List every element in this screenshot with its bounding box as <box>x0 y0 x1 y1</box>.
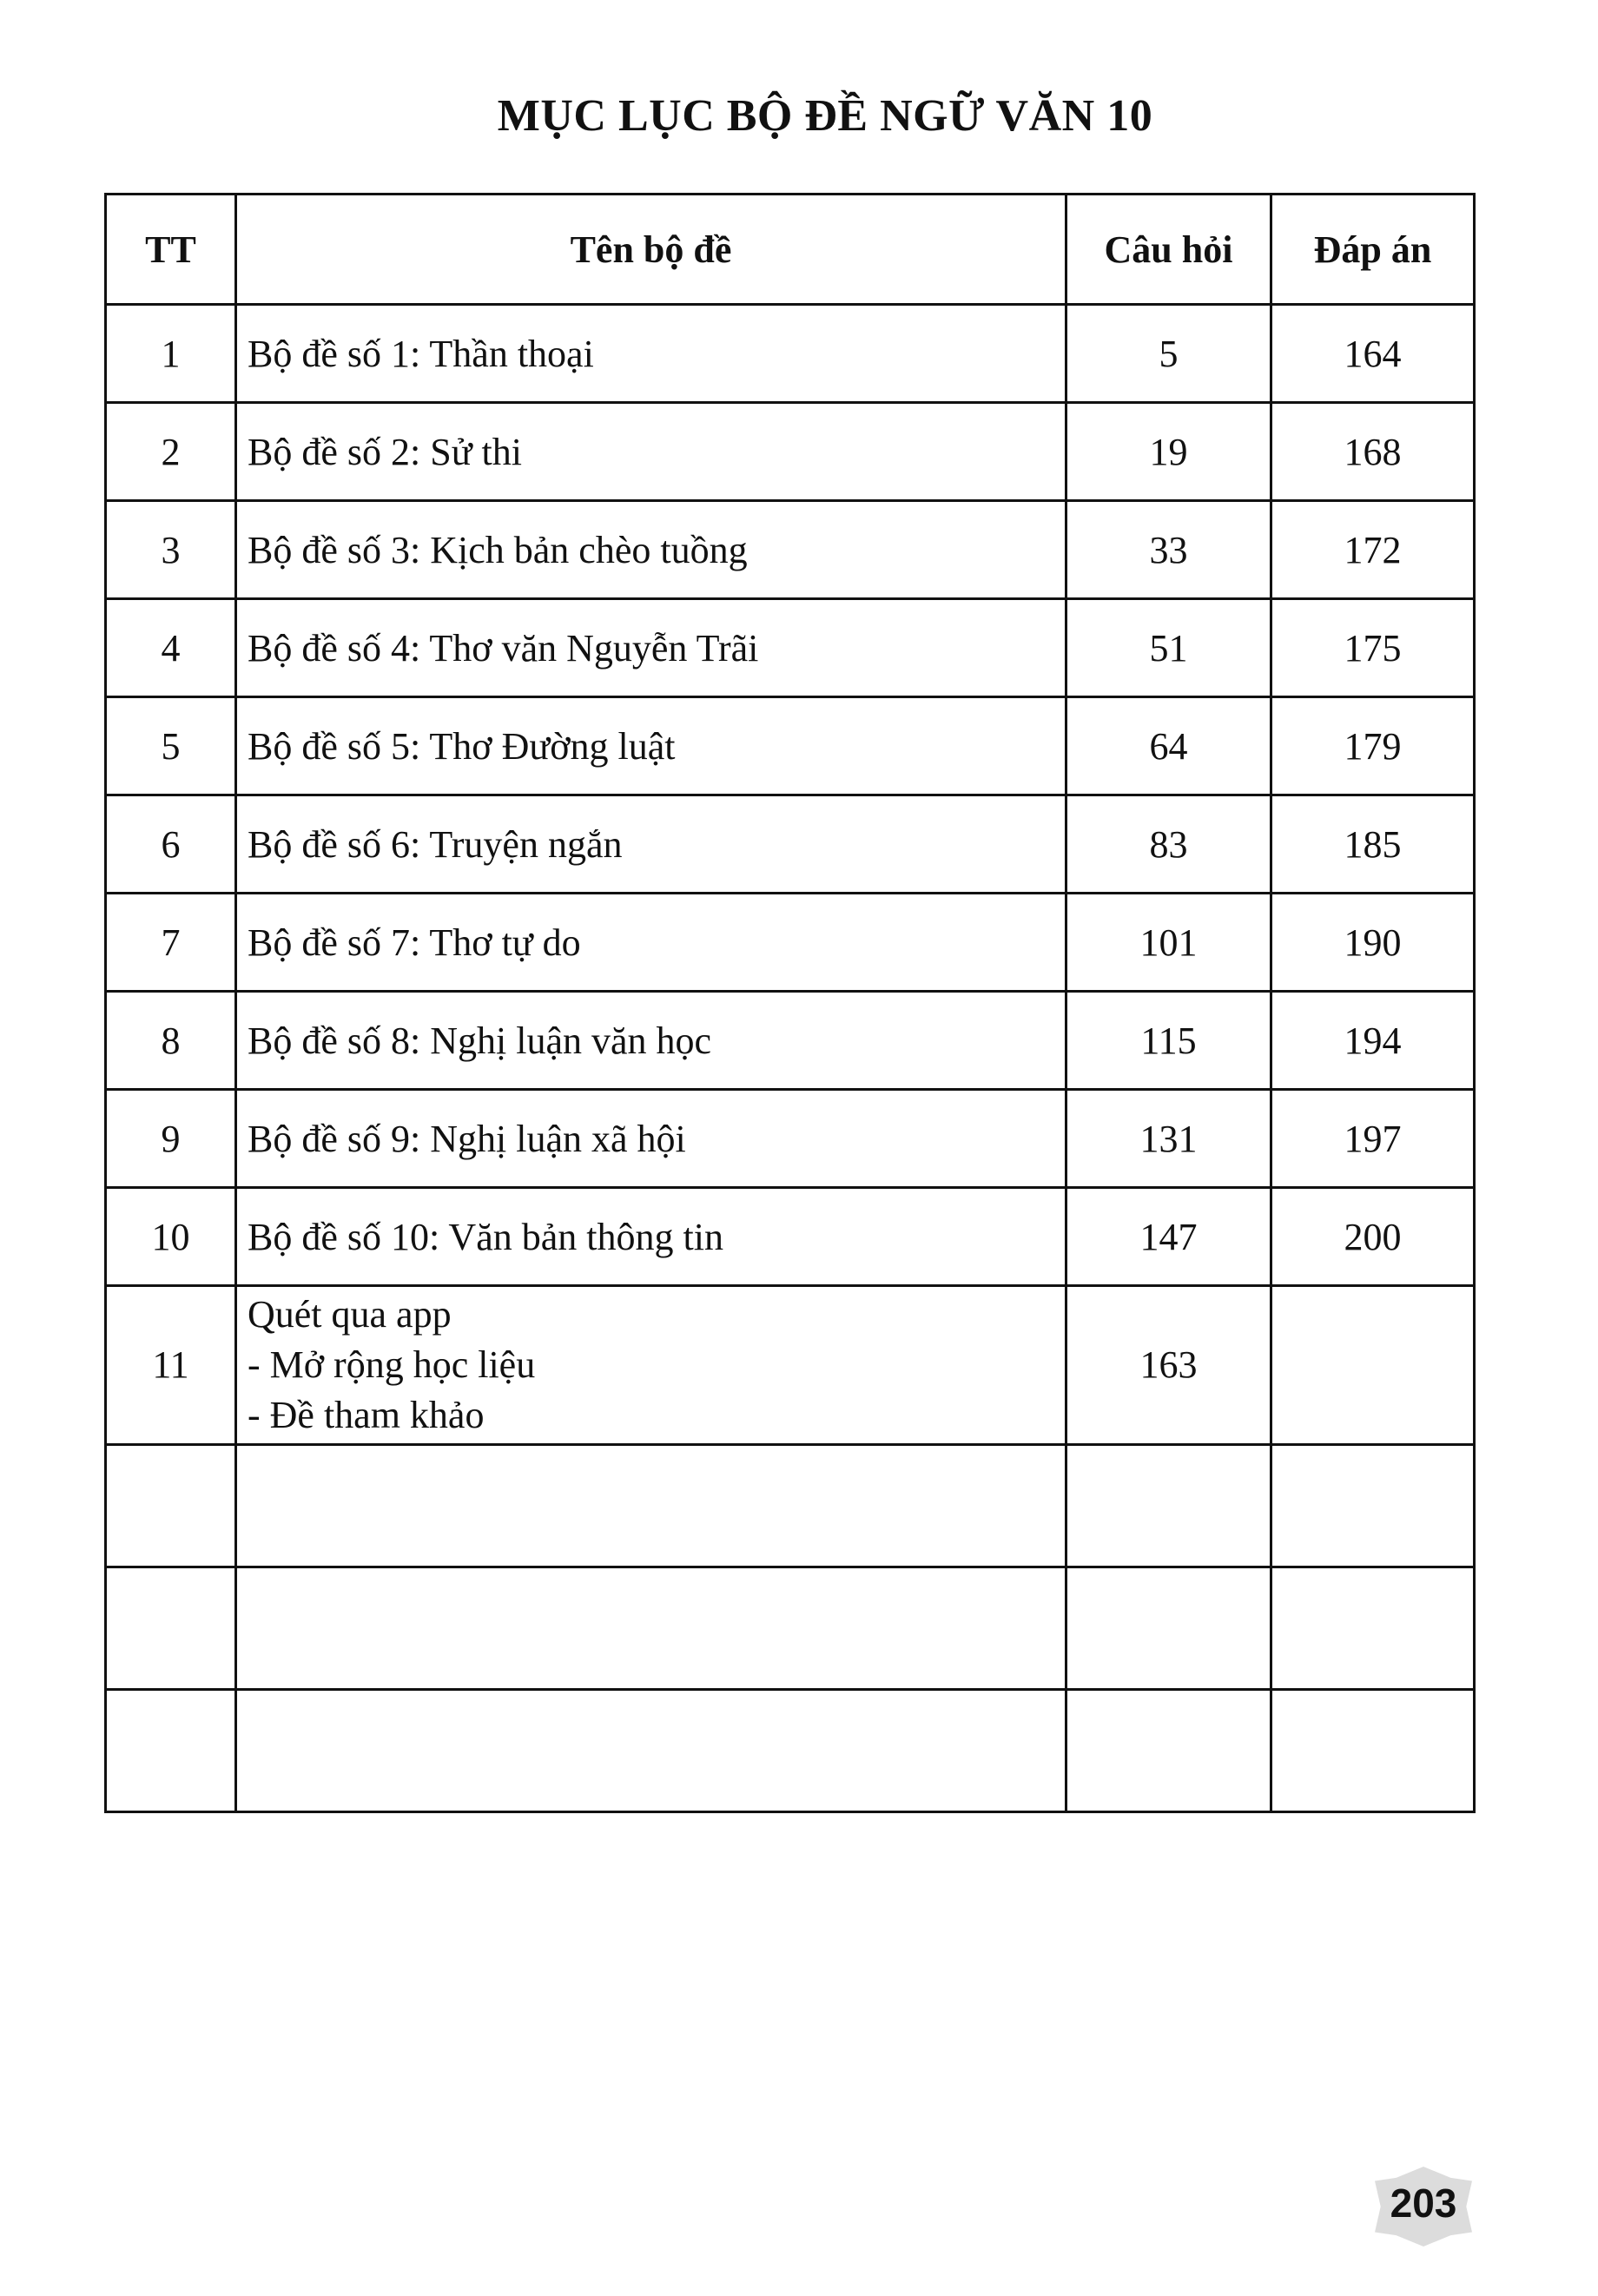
table-row: 1 Bộ đề số 1: Thần thoại 5 164 <box>104 303 1476 404</box>
cell-questions: 64 <box>1065 696 1272 796</box>
table-row: 7 Bộ đề số 7: Thơ tự do 101 190 <box>104 892 1476 993</box>
cell-questions: 5 <box>1065 303 1272 404</box>
cell-answers: 197 <box>1270 1088 1476 1189</box>
cell-questions: 19 <box>1065 401 1272 502</box>
table-row: 3 Bộ đề số 3: Kịch bản chèo tuồng 33 172 <box>104 499 1476 600</box>
cell-answers: 179 <box>1270 696 1476 796</box>
cell-answers: 194 <box>1270 990 1476 1091</box>
cell-name: Bộ đề số 2: Sử thi <box>234 401 1067 502</box>
table-row: 4 Bộ đề số 4: Thơ văn Nguyễn Trãi 51 175 <box>104 597 1476 698</box>
cell-tt: 5 <box>104 696 237 796</box>
cell-questions: 101 <box>1065 892 1272 993</box>
cell-questions: 163 <box>1065 1284 1272 1446</box>
cell-tt: 7 <box>104 892 237 993</box>
header-name: Tên bộ đề <box>234 193 1067 306</box>
cell-questions: 83 <box>1065 794 1272 894</box>
table-row: 6 Bộ đề số 6: Truyện ngắn 83 185 <box>104 794 1476 894</box>
table-row: 11 Quét qua app - Mở rộng học liệu - Đề … <box>104 1284 1476 1446</box>
table-row: 5 Bộ đề số 5: Thơ Đường luật 64 179 <box>104 696 1476 796</box>
cell-questions: 51 <box>1065 597 1272 698</box>
cell-answers: 168 <box>1270 401 1476 502</box>
cell-tt: 2 <box>104 401 237 502</box>
empty-row <box>104 1688 1476 1813</box>
cell-answers <box>1270 1284 1476 1446</box>
cell-questions: 115 <box>1065 990 1272 1091</box>
table-row: 10 Bộ đề số 10: Văn bản thông tin 147 200 <box>104 1186 1476 1287</box>
name-line: - Đề tham khảo <box>248 1394 485 1436</box>
cell-questions: 147 <box>1065 1186 1272 1287</box>
empty-row <box>104 1566 1476 1691</box>
name-line: - Mở rộng học liệu <box>248 1343 536 1386</box>
cell-name: Bộ đề số 8: Nghị luận văn học <box>234 990 1067 1091</box>
cell-tt: 6 <box>104 794 237 894</box>
cell-tt: 1 <box>104 303 237 404</box>
cell-tt: 11 <box>104 1284 237 1446</box>
cell-name: Bộ đề số 1: Thần thoại <box>234 303 1067 404</box>
page-number: 203 <box>1390 2181 1457 2226</box>
cell-answers: 175 <box>1270 597 1476 698</box>
cell-name: Bộ đề số 6: Truyện ngắn <box>234 794 1067 894</box>
contents-table: TT Tên bộ đề Câu hỏi Đáp án 1 Bộ đề số 1:… <box>104 193 1476 1813</box>
cell-name: Quét qua app - Mở rộng học liệu - Đề tha… <box>234 1284 1067 1446</box>
header-questions: Câu hỏi <box>1065 193 1272 306</box>
table-row: 2 Bộ đề số 2: Sử thi 19 168 <box>104 401 1476 502</box>
cell-tt: 3 <box>104 499 237 600</box>
page-number-badge <box>1375 2167 1472 2247</box>
cell-name: Bộ đề số 3: Kịch bản chèo tuồng <box>234 499 1067 600</box>
cell-tt: 9 <box>104 1088 237 1189</box>
cell-name: Bộ đề số 9: Nghị luận xã hội <box>234 1088 1067 1189</box>
cell-name: Bộ đề số 7: Thơ tự do <box>234 892 1067 993</box>
name-line: Quét qua app <box>248 1293 452 1336</box>
cell-questions: 33 <box>1065 499 1272 600</box>
cell-tt: 8 <box>104 990 237 1091</box>
header-answers: Đáp án <box>1270 193 1476 306</box>
table-header: TT Tên bộ đề Câu hỏi Đáp án <box>104 193 1476 306</box>
cell-questions: 131 <box>1065 1088 1272 1189</box>
cell-answers: 200 <box>1270 1186 1476 1287</box>
cell-tt: 4 <box>104 597 237 698</box>
empty-row <box>104 1443 1476 1568</box>
cell-answers: 172 <box>1270 499 1476 600</box>
cell-name: Bộ đề số 4: Thơ văn Nguyễn Trãi <box>234 597 1067 698</box>
cell-name: Bộ đề số 10: Văn bản thông tin <box>234 1186 1067 1287</box>
cell-answers: 190 <box>1270 892 1476 993</box>
cell-answers: 185 <box>1270 794 1476 894</box>
cell-name: Bộ đề số 5: Thơ Đường luật <box>234 696 1067 796</box>
page-title: MỤC LỤC BỘ ĐỀ NGỮ VĂN 10 <box>497 91 1153 141</box>
table-row: 8 Bộ đề số 8: Nghị luận văn học 115 194 <box>104 990 1476 1091</box>
table-row: 9 Bộ đề số 9: Nghị luận xã hội 131 197 <box>104 1088 1476 1189</box>
header-tt: TT <box>104 193 237 306</box>
cell-tt: 10 <box>104 1186 237 1287</box>
cell-answers: 164 <box>1270 303 1476 404</box>
